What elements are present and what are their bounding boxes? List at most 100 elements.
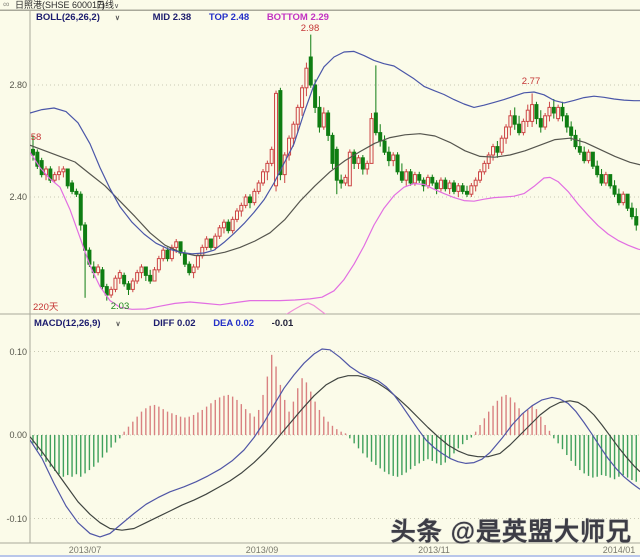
candlestick bbox=[373, 65, 378, 136]
macd-histogram-bar bbox=[318, 409, 321, 435]
macd-histogram-bar bbox=[453, 435, 455, 454]
macd-histogram-bar bbox=[192, 414, 195, 435]
macd-histogram-bar bbox=[613, 435, 616, 480]
candlestick bbox=[473, 177, 478, 192]
macd-histogram-bar bbox=[71, 435, 73, 477]
candlestick bbox=[447, 180, 452, 195]
macd-histogram-bar bbox=[405, 435, 407, 473]
candlestick bbox=[143, 266, 148, 281]
candlestick bbox=[582, 146, 587, 164]
macd-histogram-bar bbox=[284, 399, 286, 435]
macd-histogram-bar bbox=[214, 399, 216, 435]
candlestick bbox=[343, 174, 348, 186]
title-bar: ∞ 日照港(SHSE 600017) 日线∨ bbox=[0, 0, 640, 11]
candlestick bbox=[569, 121, 574, 141]
macd-histogram-bar bbox=[626, 435, 629, 478]
candlestick bbox=[599, 169, 604, 186]
macd-histogram-bar bbox=[171, 413, 173, 435]
candlestick bbox=[334, 146, 339, 195]
macd-histogram-bar bbox=[388, 435, 390, 475]
candlestick bbox=[208, 238, 213, 251]
macd-histogram-bar bbox=[479, 424, 481, 435]
macd-dea-line bbox=[30, 375, 640, 531]
macd-histogram-bar bbox=[210, 403, 212, 435]
candlestick bbox=[543, 113, 548, 130]
macd-histogram-bar bbox=[236, 399, 238, 435]
candlestick bbox=[408, 169, 413, 186]
macd-histogram-bar bbox=[340, 431, 342, 435]
candlestick bbox=[274, 90, 279, 192]
candlestick bbox=[508, 110, 513, 136]
candlestick bbox=[282, 152, 287, 183]
chevron-down-icon: ∨ bbox=[115, 321, 121, 328]
macd-histogram-bar bbox=[153, 404, 156, 435]
candlestick bbox=[547, 101, 552, 122]
macd-histogram-bar bbox=[557, 435, 559, 444]
candlestick bbox=[603, 171, 608, 186]
date-axis-label: 2013/09 bbox=[245, 545, 279, 555]
macd-histogram-bar bbox=[618, 435, 620, 477]
candlestick bbox=[169, 244, 174, 262]
candlestick bbox=[512, 107, 517, 130]
macd-histogram-bar bbox=[336, 429, 338, 435]
candlestick bbox=[230, 216, 235, 234]
macd-histogram-bar bbox=[292, 401, 295, 435]
candlestick bbox=[404, 169, 409, 186]
macd-histogram-bar bbox=[110, 435, 112, 448]
macd-histogram-bar bbox=[488, 411, 490, 435]
macd-label[interactable]: MACD(12,26,9) ∨ bbox=[34, 318, 121, 329]
macd-histogram-bar bbox=[544, 424, 546, 435]
macd-histogram-bar bbox=[218, 397, 221, 435]
candlestick bbox=[495, 141, 500, 158]
candlestick bbox=[122, 272, 127, 287]
boll-top-value: TOP 2.48 bbox=[208, 12, 250, 23]
macd-histogram-bar bbox=[574, 435, 577, 466]
macd-histogram-bar bbox=[414, 435, 416, 466]
macd-histogram-bar bbox=[175, 414, 177, 435]
candlestick bbox=[261, 169, 266, 186]
price-axis-label: 2.40 bbox=[9, 192, 27, 202]
macd-histogram-bar bbox=[522, 413, 525, 435]
candlestick bbox=[456, 183, 461, 197]
candlestick bbox=[369, 113, 374, 164]
macd-bar-value: -0.01 bbox=[271, 318, 294, 329]
macd-histogram-bar bbox=[375, 435, 377, 466]
macd-histogram-bar bbox=[123, 431, 125, 435]
candlestick bbox=[70, 180, 75, 195]
candlestick bbox=[629, 202, 634, 220]
candlestick bbox=[478, 169, 483, 183]
macd-histogram-bar bbox=[93, 435, 95, 467]
candlestick bbox=[530, 93, 535, 127]
candlestick bbox=[417, 171, 422, 183]
candlestick bbox=[634, 208, 639, 231]
macd-histogram-bar bbox=[422, 435, 425, 461]
ma220-line bbox=[285, 302, 327, 314]
period-selector[interactable]: 日线∨ bbox=[96, 0, 120, 10]
macd-histogram-bar bbox=[431, 435, 433, 461]
candlestick bbox=[165, 247, 170, 262]
macd-histogram-bar bbox=[145, 408, 147, 435]
candlestick bbox=[504, 124, 509, 144]
macd-histogram-bar bbox=[62, 435, 65, 477]
candlestick bbox=[65, 168, 70, 189]
candlestick bbox=[139, 264, 144, 279]
candlestick bbox=[517, 115, 522, 136]
candlestick bbox=[117, 269, 122, 284]
candlestick bbox=[200, 244, 205, 259]
candlestick bbox=[525, 104, 530, 127]
candlestick bbox=[469, 183, 474, 197]
macd-histogram-bar bbox=[583, 435, 585, 474]
candlestick bbox=[556, 104, 561, 122]
candlestick bbox=[356, 155, 361, 169]
boll-label[interactable]: BOLL(26,26,2) ∨ bbox=[36, 12, 121, 23]
macd-histogram-bar bbox=[531, 405, 533, 435]
macd-histogram-bar bbox=[535, 409, 538, 435]
candlestick bbox=[300, 85, 305, 116]
candlestick bbox=[130, 278, 135, 293]
macd-histogram-bar bbox=[514, 402, 516, 435]
candlestick bbox=[161, 247, 166, 262]
macd-indicator-header: MACD(12,26,9) ∨ DIFF 0.02 DEA 0.02 -0.01 bbox=[34, 318, 308, 329]
price-annotation: 2.03 bbox=[111, 301, 130, 312]
candlestick bbox=[52, 171, 57, 183]
